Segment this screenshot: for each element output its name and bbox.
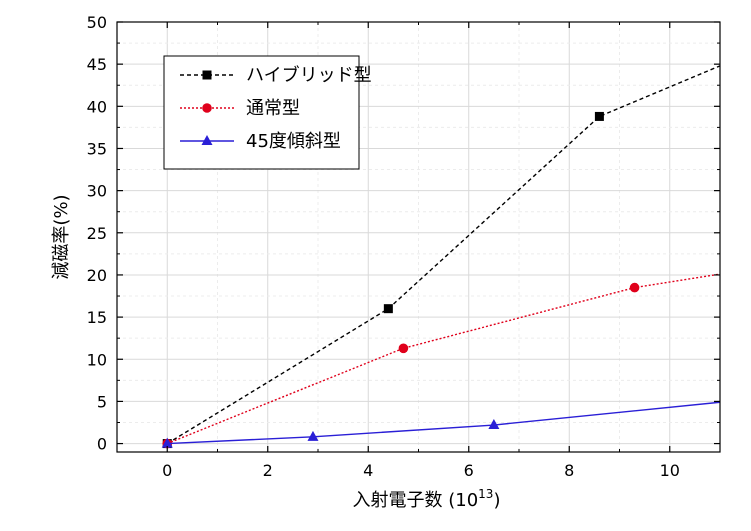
- y-tick-label: 30: [87, 182, 107, 201]
- x-tick-label: 6: [464, 461, 474, 480]
- legend-label: 通常型: [246, 98, 300, 119]
- x-tick-label: 8: [564, 461, 574, 480]
- data-point: [629, 282, 640, 293]
- series-layer: [161, 65, 720, 449]
- y-tick-label: 40: [87, 97, 107, 116]
- y-tick-label: 50: [87, 13, 107, 32]
- y-tick-label: 15: [87, 308, 107, 327]
- data-point: [383, 304, 393, 314]
- legend-label: 45度傾斜型: [246, 131, 341, 152]
- y-tick-label: 10: [87, 350, 107, 369]
- series-3: [161, 401, 720, 448]
- data-point: [161, 437, 173, 448]
- data-point: [488, 419, 500, 430]
- legend-label: ハイブリッド型: [246, 64, 372, 86]
- legend-item-3: 45度傾斜型: [180, 131, 341, 152]
- y-axis-label: 減磁率(%): [51, 194, 72, 279]
- y-tick-label: 45: [87, 55, 107, 74]
- grid-lines: [116, 21, 721, 452]
- x-axis-label-exponent: 13: [478, 487, 493, 501]
- x-tick-label: 2: [263, 461, 273, 480]
- legend-item-2: 通常型: [180, 98, 300, 119]
- x-axis-label-main: 入射電子数 (10: [353, 490, 479, 511]
- series-line: [166, 65, 720, 445]
- data-point: [594, 111, 604, 121]
- x-axis-label-close: ): [493, 490, 500, 511]
- legend-item-1: ハイブリッド型: [180, 64, 372, 86]
- series-line: [167, 401, 720, 445]
- x-tick-label: 0: [162, 461, 172, 480]
- x-axis-label: 入射電子数 (1013): [353, 487, 501, 511]
- y-tick-label: 5: [97, 392, 107, 411]
- x-tick-label: 4: [363, 461, 373, 480]
- x-tick-label: 10: [660, 461, 680, 480]
- y-tick-label: 0: [97, 435, 107, 454]
- data-point: [398, 343, 409, 354]
- data-point: [307, 430, 319, 441]
- legend-marker: [202, 103, 212, 113]
- legend-marker: [202, 70, 212, 80]
- legend-marker: [201, 135, 213, 145]
- y-tick-label: 25: [87, 224, 107, 243]
- series-line: [166, 273, 720, 445]
- y-tick-label: 20: [87, 266, 107, 285]
- axis-ticks: 0 2 4 6 8 10 0 5 10 15 20 25 30 35 40 45 50: [87, 13, 721, 480]
- y-tick-label: 35: [87, 139, 107, 158]
